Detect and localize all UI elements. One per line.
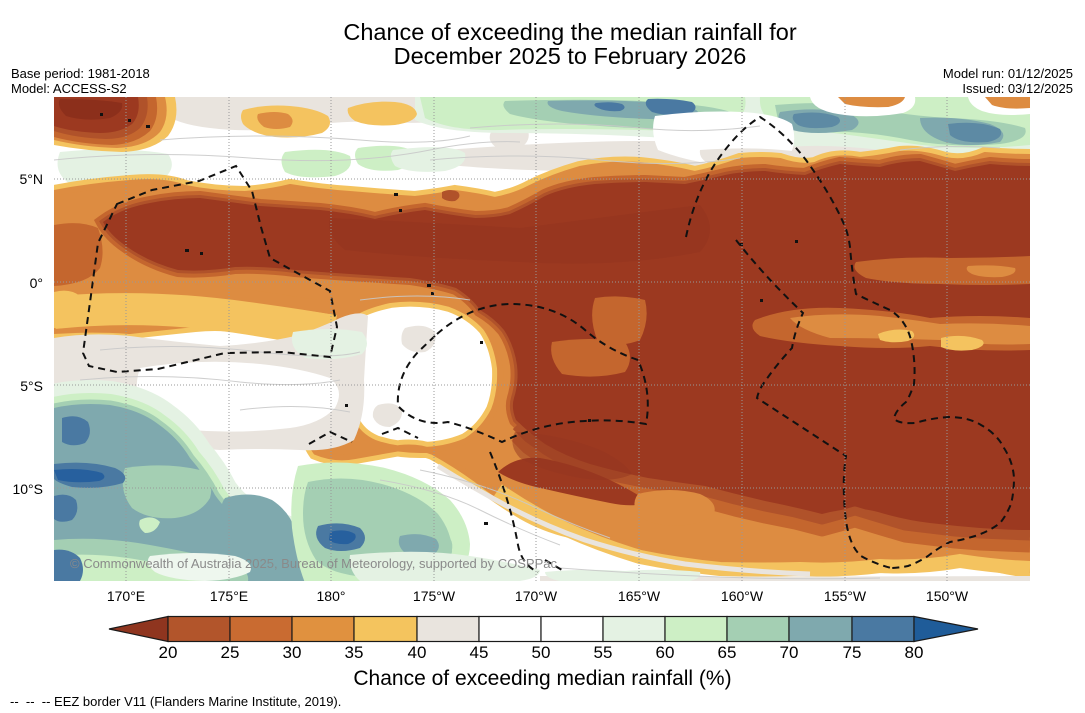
svg-text:65: 65 xyxy=(718,643,737,662)
svg-text:35: 35 xyxy=(345,643,364,662)
svg-text:55: 55 xyxy=(594,643,613,662)
svg-text:60: 60 xyxy=(656,643,675,662)
svg-text:80: 80 xyxy=(905,643,924,662)
svg-text:25: 25 xyxy=(221,643,240,662)
svg-text:75: 75 xyxy=(843,643,862,662)
svg-text:50: 50 xyxy=(532,643,551,662)
svg-text:70: 70 xyxy=(780,643,799,662)
svg-text:30: 30 xyxy=(283,643,302,662)
svg-text:45: 45 xyxy=(470,643,489,662)
svg-text:20: 20 xyxy=(159,643,178,662)
svg-text:40: 40 xyxy=(408,643,427,662)
